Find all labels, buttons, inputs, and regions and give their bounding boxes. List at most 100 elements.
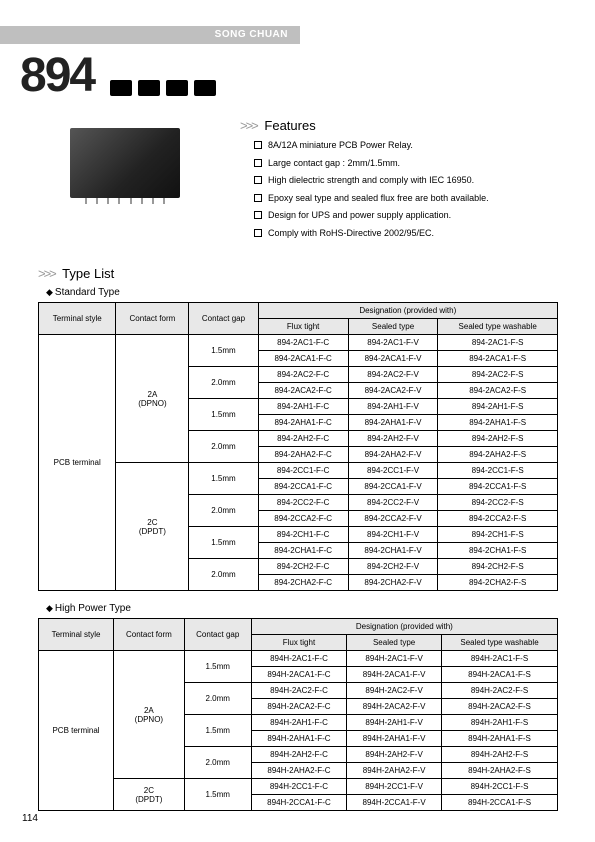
contact-form-cell: 2A(DPNO) [114, 651, 185, 779]
part-number-cell: 894-2AC2-F-V [348, 367, 438, 383]
table-header: Flux tight [258, 319, 348, 335]
feature-text: Epoxy seal type and sealed flux free are… [268, 192, 489, 206]
table-header: Contact gap [184, 619, 251, 651]
part-number-cell: 894-2CH2-F-S [438, 559, 558, 575]
part-number-cell: 894H-2AHA1-F-S [442, 731, 558, 747]
contact-gap-cell: 1.5mm [184, 715, 251, 747]
part-number-cell: 894H-2AH1-F-S [442, 715, 558, 731]
part-number-cell: 894-2CH2-F-V [348, 559, 438, 575]
cert-icon-csa [138, 80, 160, 96]
table-header: Flux tight [251, 635, 346, 651]
part-number-cell: 894H-2AHA2-F-V [347, 763, 442, 779]
part-number-cell: 894-2ACA2-F-V [348, 383, 438, 399]
part-number-cell: 894H-2ACA1-F-S [442, 667, 558, 683]
part-number-cell: 894H-2AH1-F-C [251, 715, 346, 731]
part-number-cell: 894-2AHA2-F-C [258, 447, 348, 463]
contact-form-cell: 2A(DPNO) [116, 335, 189, 463]
part-number-cell: 894-2AC1-F-S [438, 335, 558, 351]
part-number-cell: 894-2CC1-F-V [348, 463, 438, 479]
part-number-cell: 894-2ACA2-F-C [258, 383, 348, 399]
feature-item: 8A/12A miniature PCB Power Relay. [254, 139, 570, 153]
cert-icon-tuv [166, 80, 188, 96]
feature-text: Design for UPS and power supply applicat… [268, 209, 451, 223]
part-number-cell: 894H-2CC1-F-S [442, 779, 558, 795]
brand-header: SONG CHUAN [0, 26, 300, 44]
contact-gap-cell: 2.0mm [184, 683, 251, 715]
contact-gap-cell: 1.5mm [184, 779, 251, 811]
contact-gap-cell: 2.0mm [189, 367, 258, 399]
checkbox-icon [254, 141, 262, 149]
checkbox-icon [254, 194, 262, 202]
part-number-cell: 894-2ACA1-F-C [258, 351, 348, 367]
certification-logos [110, 80, 216, 96]
type-list-section: >>> Type List ◆Standard Type Terminal st… [38, 266, 558, 823]
contact-gap-cell: 1.5mm [189, 527, 258, 559]
part-number-cell: 894H-2AH2-F-C [251, 747, 346, 763]
table-header: Sealed type washable [442, 635, 558, 651]
part-number-cell: 894-2CH1-F-S [438, 527, 558, 543]
table-header: Contact form [114, 619, 185, 651]
contact-gap-cell: 1.5mm [189, 463, 258, 495]
part-number-cell: 894H-2AHA1-F-V [347, 731, 442, 747]
contact-gap-cell: 1.5mm [189, 335, 258, 367]
part-number-cell: 894-2CC1-F-S [438, 463, 558, 479]
high-power-type-title: ◆High Power Type [46, 603, 558, 614]
table-header: Sealed type washable [438, 319, 558, 335]
feature-text: Comply with RoHS-Directive 2002/95/EC. [268, 227, 434, 241]
brand-text: SONG CHUAN [215, 29, 288, 40]
part-number-cell: 894-2CCA1-F-C [258, 479, 348, 495]
contact-gap-cell: 2.0mm [184, 747, 251, 779]
part-number-cell: 894-2CC2-F-V [348, 495, 438, 511]
contact-form-cell: 2C(DPDT) [116, 463, 189, 591]
part-number-cell: 894H-2ACA1-F-V [347, 667, 442, 683]
table-header: Sealed type [347, 635, 442, 651]
part-number-cell: 894-2AH1-F-C [258, 399, 348, 415]
product-photo [70, 128, 180, 198]
part-number-cell: 894-2CCA2-F-C [258, 511, 348, 527]
checkbox-icon [254, 176, 262, 184]
contact-gap-cell: 1.5mm [189, 399, 258, 431]
table-header: Designation (provided with) [251, 619, 557, 635]
part-number-cell: 894H-2AHA2-F-S [442, 763, 558, 779]
table-header: Terminal style [39, 619, 114, 651]
part-number-cell: 894H-2AC2-F-V [347, 683, 442, 699]
part-number-cell: 894H-2AHA2-F-C [251, 763, 346, 779]
contact-gap-cell: 2.0mm [189, 431, 258, 463]
part-number-cell: 894H-2AC1-F-S [442, 651, 558, 667]
part-number-cell: 894-2AC2-F-C [258, 367, 348, 383]
part-number-cell: 894H-2AH1-F-V [347, 715, 442, 731]
part-number-cell: 894-2CC2-F-S [438, 495, 558, 511]
terminal-cell: PCB terminal [39, 335, 116, 591]
features-title-text: Features [264, 118, 315, 133]
features-title: >>> Features [240, 118, 570, 133]
part-number-cell: 894-2CC1-F-C [258, 463, 348, 479]
model-number: 894 [20, 48, 94, 103]
table-header: Contact form [116, 303, 189, 335]
part-number-cell: 894H-2ACA2-F-S [442, 699, 558, 715]
part-number-cell: 894-2CC2-F-C [258, 495, 348, 511]
part-number-cell: 894H-2AC1-F-C [251, 651, 346, 667]
part-number-cell: 894-2ACA1-F-S [438, 351, 558, 367]
part-number-cell: 894-2CCA2-F-V [348, 511, 438, 527]
part-number-cell: 894-2AH1-F-V [348, 399, 438, 415]
part-number-cell: 894-2AC2-F-S [438, 367, 558, 383]
feature-item: Epoxy seal type and sealed flux free are… [254, 192, 570, 206]
checkbox-icon [254, 159, 262, 167]
feature-item: High dielectric strength and comply with… [254, 174, 570, 188]
feature-item: Comply with RoHS-Directive 2002/95/EC. [254, 227, 570, 241]
type-list-title-text: Type List [62, 266, 114, 281]
part-number-cell: 894-2AHA1-F-S [438, 415, 558, 431]
feature-text: 8A/12A miniature PCB Power Relay. [268, 139, 413, 153]
standard-type-table: Terminal styleContact formContact gapDes… [38, 302, 558, 591]
part-number-cell: 894-2CH1-F-C [258, 527, 348, 543]
checkbox-icon [254, 211, 262, 219]
feature-text: Large contact gap : 2mm/1.5mm. [268, 157, 400, 171]
part-number-cell: 894-2AH2-F-V [348, 431, 438, 447]
part-number-cell: 894-2CHA1-F-C [258, 543, 348, 559]
standard-type-title: ◆Standard Type [46, 287, 558, 298]
part-number-cell: 894-2CHA1-F-S [438, 543, 558, 559]
high-power-type-table: Terminal styleContact formContact gapDes… [38, 618, 558, 811]
part-number-cell: 894H-2AC2-F-C [251, 683, 346, 699]
part-number-cell: 894H-2AH2-F-S [442, 747, 558, 763]
feature-text: High dielectric strength and comply with… [268, 174, 474, 188]
